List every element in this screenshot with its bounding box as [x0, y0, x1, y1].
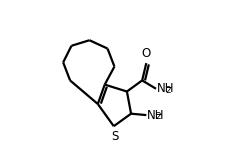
Text: O: O [140, 47, 150, 60]
Text: 2: 2 [155, 112, 160, 121]
Text: NH: NH [146, 109, 164, 122]
Text: 2: 2 [164, 86, 170, 95]
Text: S: S [110, 130, 118, 143]
Text: NH: NH [156, 82, 173, 95]
